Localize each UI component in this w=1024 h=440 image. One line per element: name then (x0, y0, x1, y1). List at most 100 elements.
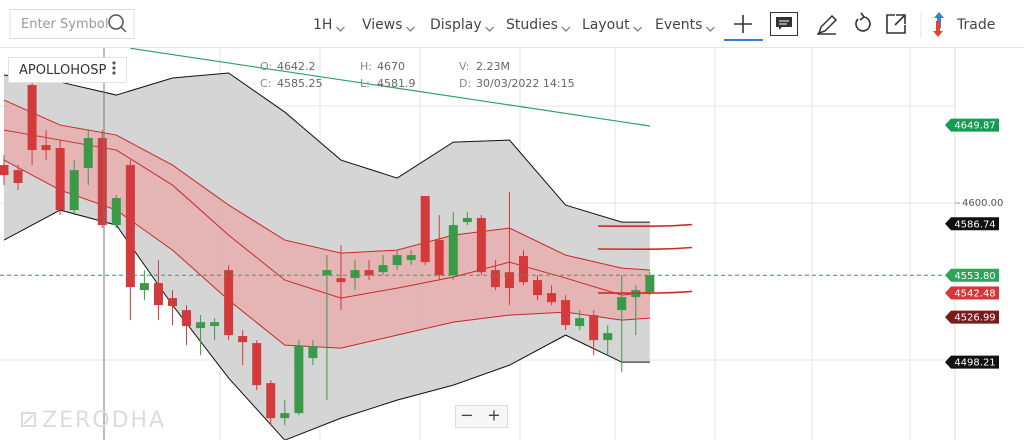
ohlc-value: 4585.25 (277, 77, 323, 90)
zoom-controls: − + (455, 405, 508, 428)
zoom-box (455, 405, 508, 428)
price-tag (945, 286, 999, 300)
share-tool[interactable] (886, 14, 906, 34)
watermark-text: ZERODHA (42, 408, 166, 433)
candle-body (308, 346, 318, 359)
price-tag-label: 4649.87 (954, 121, 995, 132)
candle-body (448, 225, 458, 276)
price-tag (945, 310, 999, 324)
candle-body (182, 310, 192, 327)
plot-area (0, 48, 955, 440)
legend: APOLLOHOSP O: 4642.2 C: 4585.25 H: 4670 L: 4581… (8, 57, 575, 90)
menu: 1H Views Display Studies Layout Events (313, 17, 715, 33)
candle-body (533, 280, 543, 296)
candle-body (224, 270, 234, 336)
candle-body (125, 165, 135, 288)
draw-tool[interactable] (817, 14, 838, 35)
menu-item[interactable]: Events (655, 17, 702, 33)
candle-body (617, 297, 627, 311)
candle-body (41, 145, 51, 151)
ohlc-label: C: (260, 77, 271, 90)
trendline (130, 48, 650, 127)
candle-body (490, 270, 500, 288)
chevron (705, 26, 715, 32)
bollinger-upper (3, 72, 650, 223)
crosshair-tool[interactable] (734, 15, 752, 33)
zoom-out[interactable]: − (460, 406, 473, 425)
candle-body (504, 272, 514, 289)
chevron (633, 26, 643, 32)
candle-body (645, 275, 655, 293)
ohlc-label: D: (459, 77, 471, 90)
candle-body (139, 283, 149, 291)
search-box[interactable] (9, 9, 135, 39)
ohlc-value: 2.23M (476, 60, 510, 73)
watermark: ZERODHA (21, 408, 166, 433)
envelope-fill (4, 100, 650, 349)
candle-body (518, 256, 528, 283)
candle-body (336, 278, 346, 283)
y-tick-label: 4600.00 (962, 198, 1003, 209)
menu-item[interactable]: Views (362, 17, 403, 33)
menu-item[interactable]: Layout (582, 17, 630, 33)
price-tag-label: 4526.99 (954, 313, 995, 324)
price-tag-label: 4498.21 (954, 358, 995, 369)
candle-body (153, 283, 163, 306)
candle-body (83, 138, 93, 169)
search-placeholder: Enter Symbol (21, 17, 108, 32)
chevron (561, 26, 571, 32)
candle-body (378, 265, 388, 273)
ohlc-label: O: (260, 60, 272, 73)
price-tag-label: 4586.74 (954, 219, 995, 230)
candle-body (547, 293, 557, 303)
ohlc-label: V: (459, 60, 469, 73)
symbol: APOLLOHOSP (19, 63, 106, 78)
candle-body (13, 170, 23, 184)
candle-body (589, 315, 599, 341)
toolbar-bg (0, 0, 1024, 48)
ohlc-label: L: (360, 77, 370, 90)
candle-body (0, 165, 9, 176)
candle-body (350, 270, 360, 279)
candle-body (294, 346, 304, 414)
candle-body (27, 85, 37, 151)
price-axis: 4600.00 4649.87 4586.74 4553.80 4542.48 4526.… (945, 118, 1003, 369)
chevron (406, 26, 415, 32)
candle-body (97, 138, 107, 226)
candle-body (561, 300, 571, 326)
price-tag (945, 118, 999, 132)
trade-icon[interactable] (933, 12, 944, 37)
ohlc-value: 4581.9 (377, 77, 416, 90)
symbol-menu[interactable] (112, 61, 116, 75)
ohlc-value: 30/03/2022 14:15 (476, 77, 575, 90)
menu-item[interactable]: Studies (506, 17, 558, 33)
candle-body (420, 196, 430, 263)
symbol-box[interactable] (8, 57, 127, 83)
candle-body (196, 322, 206, 329)
ohlc: O: 4642.2 C: 4585.25 H: 4670 L: 4581.9 V: 2.23M D:… (260, 60, 575, 90)
chevron (485, 26, 495, 32)
candle-body (55, 148, 65, 211)
candle-body (575, 318, 585, 327)
menu-item[interactable]: Display (430, 17, 482, 33)
search-icon[interactable] (108, 14, 127, 33)
candle-body (280, 413, 290, 419)
candle-body (322, 270, 332, 276)
candle-body (434, 240, 444, 276)
candle-body (266, 383, 276, 419)
notes-tool[interactable] (770, 12, 798, 36)
candle-body (238, 336, 248, 343)
candle-body (167, 298, 177, 307)
price-tag (945, 268, 999, 282)
level-line (597, 290, 693, 294)
zoom-in[interactable]: + (487, 406, 500, 425)
candle-body (406, 255, 416, 261)
menu-item[interactable]: 1H (313, 17, 332, 33)
candle-body (69, 170, 79, 211)
ohlc-value: 4670 (377, 60, 405, 73)
undo-tool[interactable] (855, 12, 871, 32)
trade-button[interactable]: Trade (956, 17, 995, 33)
price-tag-label: 4553.80 (954, 271, 995, 282)
